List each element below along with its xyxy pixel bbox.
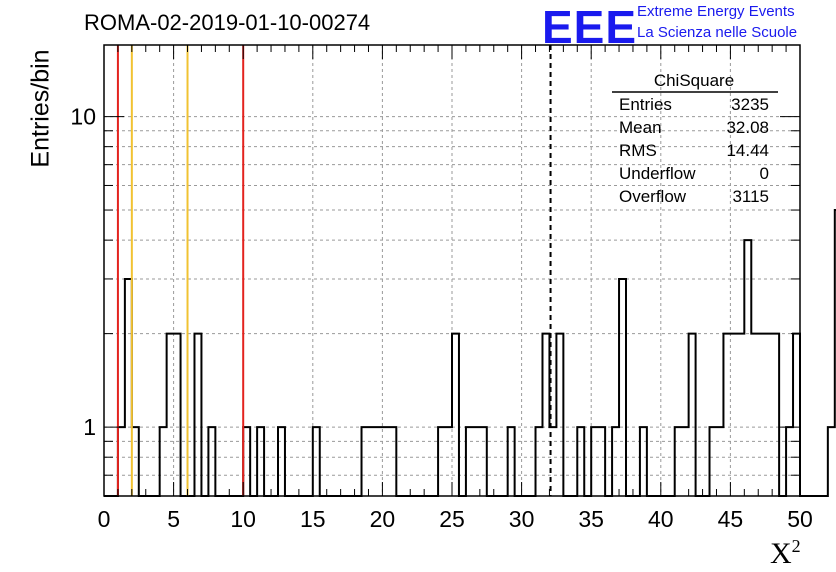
stats-label: RMS <box>619 141 657 160</box>
x-tick-label: 0 <box>98 506 111 532</box>
stats-value: 3115 <box>732 187 769 206</box>
x-tick-label: 10 <box>230 506 256 532</box>
stats-value: 3235 <box>731 95 769 114</box>
x-tick-label: 25 <box>439 506 465 532</box>
stats-label: Mean <box>619 118 662 137</box>
stats-value: 0 <box>760 164 769 183</box>
x-tick-label: 5 <box>167 506 180 532</box>
x-tick-label: 20 <box>370 506 396 532</box>
x-tick-label: 45 <box>718 506 744 532</box>
stats-label: Underflow <box>619 164 696 183</box>
x-tick-label: 50 <box>787 506 813 532</box>
histogram-outline <box>104 209 836 497</box>
y-tick-label: 10 <box>70 104 96 130</box>
x-tick-label: 30 <box>509 506 535 532</box>
x-tick-label: 15 <box>300 506 326 532</box>
x-tick-label: 35 <box>578 506 604 532</box>
stats-value: 14.44 <box>726 141 769 160</box>
stats-label: Overflow <box>619 187 687 206</box>
stats-label: Entries <box>619 95 672 114</box>
stats-header: ChiSquare <box>654 71 734 90</box>
chart-title: ROMA-02-2019-01-10-00274 <box>84 10 371 35</box>
logo-line-1: Extreme Energy Events <box>637 3 795 20</box>
logo-line-2: La Scienza nelle Scuole <box>637 24 798 41</box>
x-tick-label: 40 <box>648 506 674 532</box>
y-tick-label: 1 <box>83 414 96 440</box>
x-axis-label: X2 <box>770 536 801 570</box>
stats-value: 32.08 <box>726 118 769 137</box>
